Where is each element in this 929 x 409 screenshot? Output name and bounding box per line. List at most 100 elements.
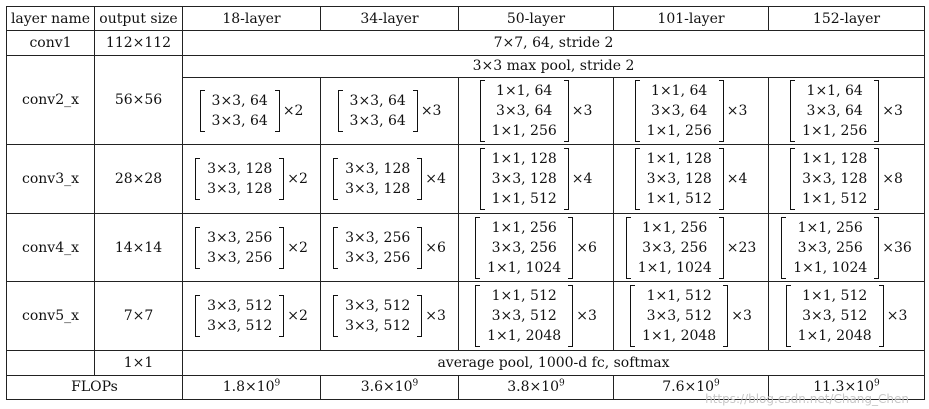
block-line: 3×3, 256 <box>207 249 273 266</box>
block-line: 1×1, 1024 <box>793 259 868 276</box>
block-line: 3×3, 128 <box>491 170 557 187</box>
block-line: 3×3, 256 <box>207 229 273 246</box>
block-line: 3×3, 256 <box>345 229 411 246</box>
conv4-block-18: 3×3, 256 3×3, 256 ×2 <box>182 212 321 283</box>
block-group: 3×3, 512 3×3, 512 ×2 <box>195 295 308 338</box>
block-multiplier: ×2 <box>287 170 308 187</box>
header-output-size: output size <box>94 5 183 32</box>
block-group: 3×3, 256 3×3, 256 ×2 <box>195 226 308 269</box>
block-group: 3×3, 128 3×3, 128 ×2 <box>195 157 308 200</box>
block-multiplier: ×3 <box>425 308 446 325</box>
final-size: 1×1 <box>94 350 183 376</box>
conv4-size: 14×14 <box>94 212 183 283</box>
block-line: 3×3, 512 <box>646 308 712 325</box>
conv4-block-50: 1×1, 256 3×3, 256 1×1, 1024 ×6 <box>458 212 614 283</box>
bracket-matrix: 3×3, 128 3×3, 128 <box>195 157 285 200</box>
block-line: 1×1, 128 <box>491 150 557 167</box>
conv3-block-34: 3×3, 128 3×3, 128 ×4 <box>320 143 459 214</box>
block-line: 1×1, 512 <box>646 190 712 207</box>
block-line: 1×1, 2048 <box>642 328 717 345</box>
bracket-matrix: 1×1, 64 3×3, 64 1×1, 256 <box>790 79 880 142</box>
block-line: 1×1, 64 <box>496 82 553 99</box>
flops-101: 7.6×109 <box>613 374 769 401</box>
block-group: 1×1, 128 3×3, 128 1×1, 512 ×8 <box>790 147 903 210</box>
conv3-block-101: 1×1, 128 3×3, 128 1×1, 512 ×4 <box>613 143 769 214</box>
block-line: 1×1, 1024 <box>637 259 712 276</box>
header-101-layer: 101-layer <box>613 5 769 32</box>
flops-exp: 9 <box>559 378 565 389</box>
block-line: 3×3, 512 <box>207 318 273 335</box>
bracket-matrix: 1×1, 512 3×3, 512 1×1, 2048 <box>475 285 574 348</box>
conv3-block-152: 1×1, 128 3×3, 128 1×1, 512 ×8 <box>768 143 925 214</box>
block-line: 3×3, 64 <box>496 102 553 119</box>
flops-base: 1.8×10 <box>222 379 275 396</box>
flops-exp: 9 <box>714 378 720 389</box>
bracket-matrix: 3×3, 64 3×3, 64 <box>199 89 281 132</box>
block-group: 1×1, 256 3×3, 256 1×1, 1024 ×6 <box>475 216 597 279</box>
block-group: 1×1, 128 3×3, 128 1×1, 512 ×4 <box>479 147 592 210</box>
header-34-layer: 34-layer <box>320 5 459 32</box>
block-multiplier: ×3 <box>726 102 748 119</box>
block-line: 3×3, 64 <box>349 92 406 109</box>
block-line: 3×3, 64 <box>806 102 863 119</box>
block-line: 3×3, 128 <box>646 170 712 187</box>
conv2-block-101: 1×1, 64 3×3, 64 1×1, 256 ×3 <box>613 76 769 145</box>
block-line: 3×3, 128 <box>207 180 273 197</box>
conv5-size: 7×7 <box>94 281 183 352</box>
block-line: 1×1, 512 <box>491 190 557 207</box>
block-line: 3×3, 512 <box>345 318 411 335</box>
block-group: 3×3, 128 3×3, 128 ×4 <box>333 157 446 200</box>
block-line: 3×3, 512 <box>491 308 557 325</box>
bracket-matrix: 3×3, 64 3×3, 64 <box>337 89 419 132</box>
block-line: 3×3, 256 <box>345 249 411 266</box>
conv4-block-101: 1×1, 256 3×3, 256 1×1, 1024 ×23 <box>613 212 769 283</box>
conv2-size: 56×56 <box>94 54 183 145</box>
conv1-row: conv1 112×112 7×7, 64, stride 2 <box>6 30 925 56</box>
watermark: https://blog.csdn.net/Chang_Chen <box>705 392 909 406</box>
block-group: 1×1, 64 3×3, 64 1×1, 256 ×3 <box>790 79 903 142</box>
flops-50: 3.8×109 <box>458 374 614 401</box>
conv3-block-50: 1×1, 128 3×3, 128 1×1, 512 ×4 <box>458 143 614 214</box>
block-line: 1×1, 512 <box>646 288 712 305</box>
flops-base: 11.3×10 <box>813 379 874 396</box>
conv4-name: conv4_x <box>6 212 95 283</box>
final-desc: average pool, 1000-d fc, softmax <box>182 350 925 376</box>
block-line: 1×1, 64 <box>806 82 863 99</box>
block-line: 1×1, 128 <box>802 150 868 167</box>
conv2-pool: 3×3 max pool, stride 2 <box>182 54 925 78</box>
conv2-block-34: 3×3, 64 3×3, 64 ×3 <box>320 76 459 145</box>
conv5-block-101: 1×1, 512 3×3, 512 1×1, 2048 ×3 <box>613 281 769 352</box>
block-line: 3×3, 256 <box>797 239 863 256</box>
final-row: 1×1 average pool, 1000-d fc, softmax <box>6 350 925 376</box>
flops-exp: 9 <box>274 378 281 389</box>
conv3-row: conv3_x 28×28 3×3, 128 3×3, 128 ×2 3×3, 12… <box>6 143 925 214</box>
block-multiplier: ×3 <box>576 308 597 325</box>
block-multiplier: ×6 <box>425 239 446 256</box>
block-line: 3×3, 512 <box>345 298 411 315</box>
block-line: 1×1, 512 <box>802 288 868 305</box>
conv5-block-18: 3×3, 512 3×3, 512 ×2 <box>182 281 321 352</box>
block-line: 3×3, 64 <box>211 92 268 109</box>
block-group: 3×3, 64 3×3, 64 ×2 <box>199 89 303 132</box>
block-group: 1×1, 64 3×3, 64 1×1, 256 ×3 <box>634 79 748 142</box>
block-line: 1×1, 256 <box>646 122 712 139</box>
bracket-matrix: 3×3, 128 3×3, 128 <box>333 157 423 200</box>
conv2-pool-row: conv2_x 56×56 3×3 max pool, stride 2 <box>6 54 925 145</box>
conv4-block-34: 3×3, 256 3×3, 256 ×6 <box>320 212 459 283</box>
header-18-layer: 18-layer <box>182 5 321 32</box>
block-multiplier: ×2 <box>287 239 308 256</box>
block-line: 1×1, 256 <box>797 219 863 236</box>
header-row: layer name output size 18-layer 34-layer… <box>6 5 925 32</box>
block-group: 1×1, 64 3×3, 64 1×1, 256 ×3 <box>479 79 592 142</box>
block-multiplier: ×4 <box>425 170 446 187</box>
bracket-matrix: 1×1, 128 3×3, 128 1×1, 512 <box>790 147 880 210</box>
resnet-architecture-table: layer name output size 18-layer 34-layer… <box>6 5 925 401</box>
block-line: 1×1, 512 <box>802 190 868 207</box>
flops-exp: 9 <box>873 378 880 389</box>
block-multiplier: ×4 <box>726 170 748 187</box>
conv2-block-50: 1×1, 64 3×3, 64 1×1, 256 ×3 <box>458 76 614 145</box>
block-line: 3×3, 64 <box>211 112 268 129</box>
block-multiplier: ×23 <box>726 239 757 256</box>
block-line: 1×1, 2048 <box>487 328 562 345</box>
block-line: 1×1, 256 <box>491 219 557 236</box>
